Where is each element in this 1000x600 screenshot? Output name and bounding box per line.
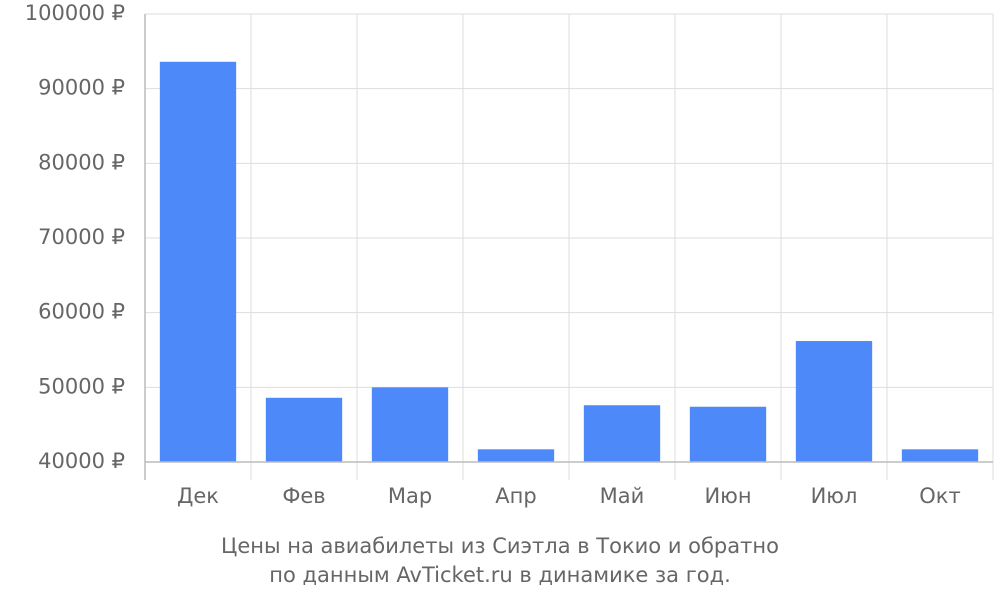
bar: [265, 397, 343, 462]
x-tick-label: Фев: [282, 484, 325, 508]
y-tick-label: 70000 ₽: [38, 225, 125, 249]
bar: [901, 449, 979, 462]
x-tick-label: Май: [600, 484, 645, 508]
x-tick-label: Дек: [177, 484, 219, 508]
bar: [689, 406, 767, 462]
chart-title-line: Цены на авиабилеты из Сиэтла в Токио и о…: [221, 534, 779, 558]
x-tick-label: Окт: [919, 484, 960, 508]
x-tick-label: Июл: [811, 484, 858, 508]
x-tick-label: Мар: [388, 484, 432, 508]
y-tick-label: 40000 ₽: [38, 449, 125, 473]
y-tick-label: 100000 ₽: [25, 1, 125, 25]
y-tick-label: 60000 ₽: [38, 300, 125, 324]
bar: [371, 387, 449, 462]
y-tick-label: 50000 ₽: [38, 374, 125, 398]
bar: [477, 449, 555, 462]
chart-title-line: по данным AvTicket.ru в динамике за год.: [269, 563, 731, 587]
x-tick-label: Июн: [704, 484, 751, 508]
bar: [795, 341, 873, 462]
bar: [159, 61, 237, 462]
y-tick-label: 80000 ₽: [38, 150, 125, 174]
bar: [583, 405, 661, 462]
x-tick-label: Апр: [495, 484, 536, 508]
y-tick-label: 90000 ₽: [38, 76, 125, 100]
